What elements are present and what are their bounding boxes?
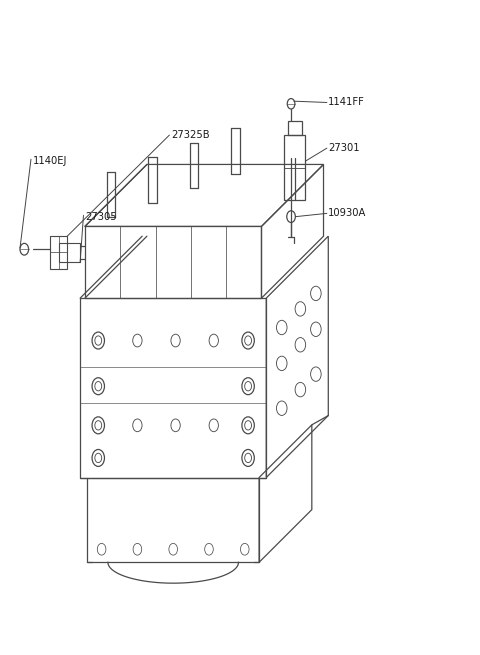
Text: 10930A: 10930A	[328, 208, 367, 218]
Text: 27325B: 27325B	[171, 130, 209, 140]
Text: 27305: 27305	[85, 212, 117, 221]
Text: 1140EJ: 1140EJ	[33, 156, 67, 166]
Text: 1141FF: 1141FF	[328, 98, 365, 107]
Text: 27301: 27301	[328, 143, 360, 153]
